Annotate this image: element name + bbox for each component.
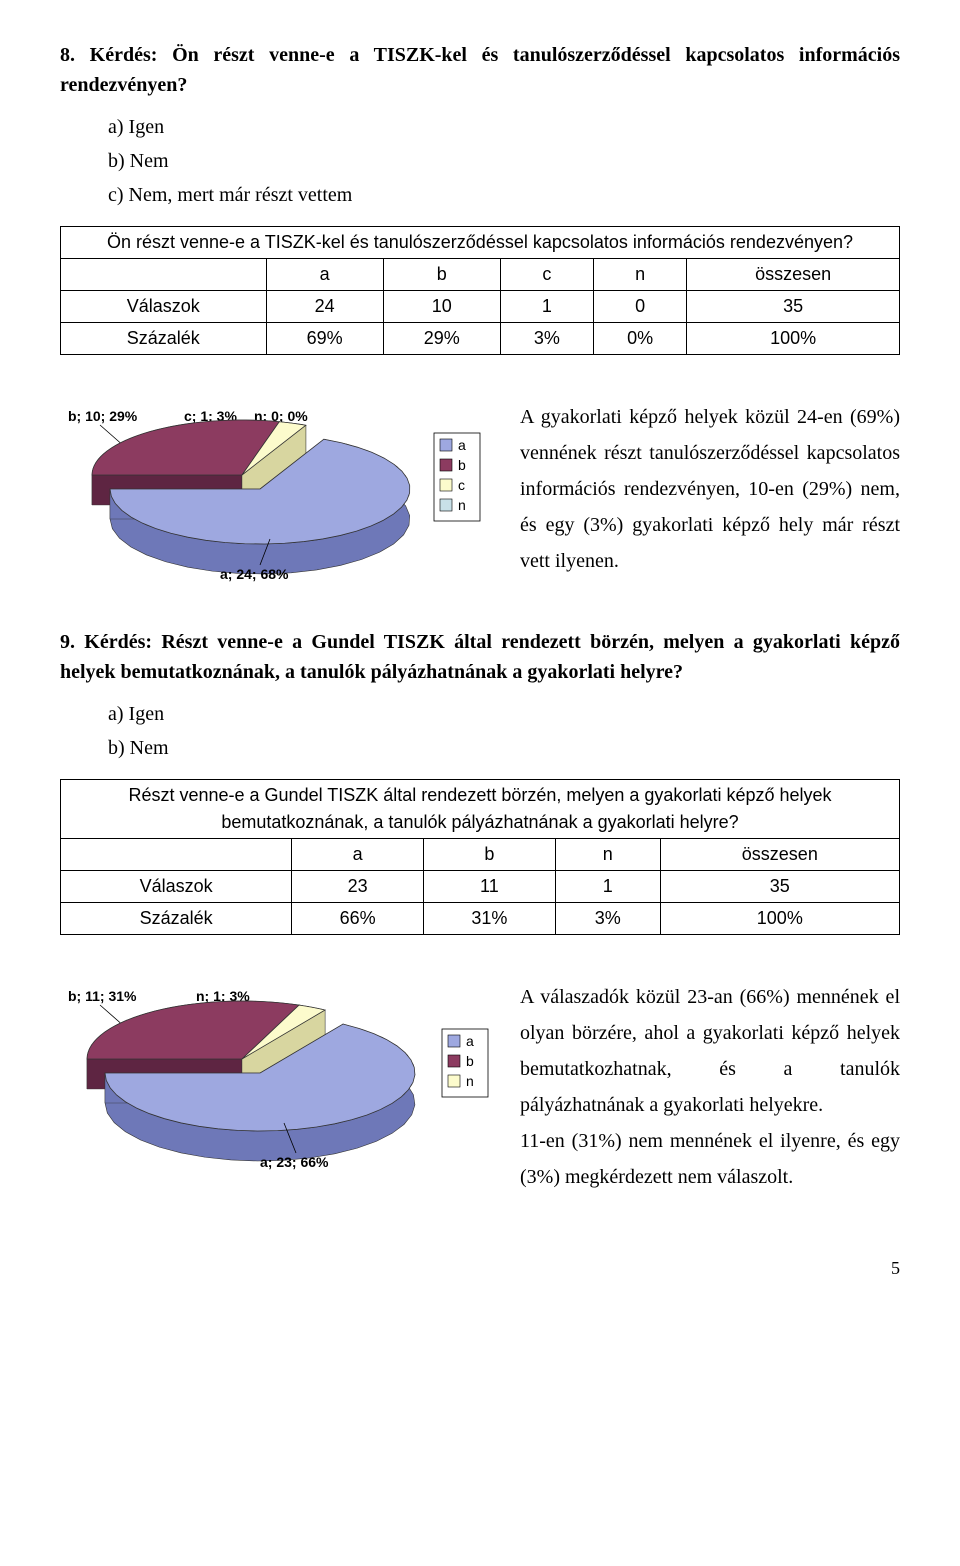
q9-legend: abn (442, 1029, 488, 1097)
q8-option-b: b) Nem (108, 144, 900, 178)
q8-chart-label-b: b; 10; 29% (68, 408, 138, 424)
q9-pie (87, 1001, 415, 1161)
q9-number: 9. (60, 631, 75, 653)
q9-option-b: b) Nem (108, 731, 900, 765)
q8-option-a: a) Igen (108, 110, 900, 144)
q9-paragraph: A válaszadók közül 23-an (66%) mennének … (520, 979, 900, 1195)
svg-text:c: c (458, 477, 465, 493)
q8-title-text: Kérdés: Ön részt venne-e a TISZK-kel és … (60, 44, 900, 96)
q8-table: Ön részt venne-e a TISZK-kel és tanulósz… (60, 226, 900, 355)
svg-text:a: a (466, 1033, 474, 1049)
q9-title-text: Kérdés: Részt venne-e a Gundel TISZK ált… (60, 631, 900, 683)
q8-option-c: c) Nem, mert már részt vettem (108, 178, 900, 212)
q9-options: a) Igen b) Nem (108, 697, 900, 765)
svg-text:a: a (458, 437, 466, 453)
q9-chart: b; 11; 31% n; 1; 3% a; 23; 66% abn (60, 959, 500, 1179)
table-row: Százalék 69% 29% 3% 0% 100% (61, 323, 900, 355)
table-row: Válaszok 24 10 1 0 35 (61, 291, 900, 323)
table-header-row: a b n összesen (61, 839, 900, 871)
svg-text:n: n (466, 1073, 474, 1089)
q9-table: Részt venne-e a Gundel TISZK által rende… (60, 779, 900, 935)
svg-text:b: b (466, 1053, 474, 1069)
q8-table-caption: Ön részt venne-e a TISZK-kel és tanulósz… (61, 227, 900, 259)
table-row: Százalék 66% 31% 3% 100% (61, 903, 900, 935)
q8-pie (92, 420, 410, 574)
q8-legend: abcn (434, 433, 480, 521)
svg-text:b: b (458, 457, 466, 473)
q8-chart-label-a: a; 24; 68% (220, 566, 289, 582)
page-number: 5 (60, 1255, 900, 1282)
q8-title: 8. Kérdés: Ön részt venne-e a TISZK-kel … (60, 40, 900, 100)
q9-title: 9. Kérdés: Részt venne-e a Gundel TISZK … (60, 627, 900, 687)
q8-number: 8. (60, 44, 75, 66)
q8-paragraph: A gyakorlati képző helyek közül 24-en (6… (520, 399, 900, 579)
q9-chart-label-b: b; 11; 31% (68, 988, 137, 1004)
table-row: Válaszok 23 11 1 35 (61, 871, 900, 903)
svg-text:n: n (458, 497, 466, 513)
table-header-row: a b c n összesen (61, 259, 900, 291)
q8-chart: b; 10; 29% c; 1; 3% n; 0; 0% a; 24; 68% … (60, 379, 500, 589)
q9-option-a: a) Igen (108, 697, 900, 731)
q9-chart-label-a: a; 23; 66% (260, 1154, 329, 1170)
q8-options: a) Igen b) Nem c) Nem, mert már részt ve… (108, 110, 900, 212)
q9-table-caption: Részt venne-e a Gundel TISZK által rende… (61, 780, 900, 839)
